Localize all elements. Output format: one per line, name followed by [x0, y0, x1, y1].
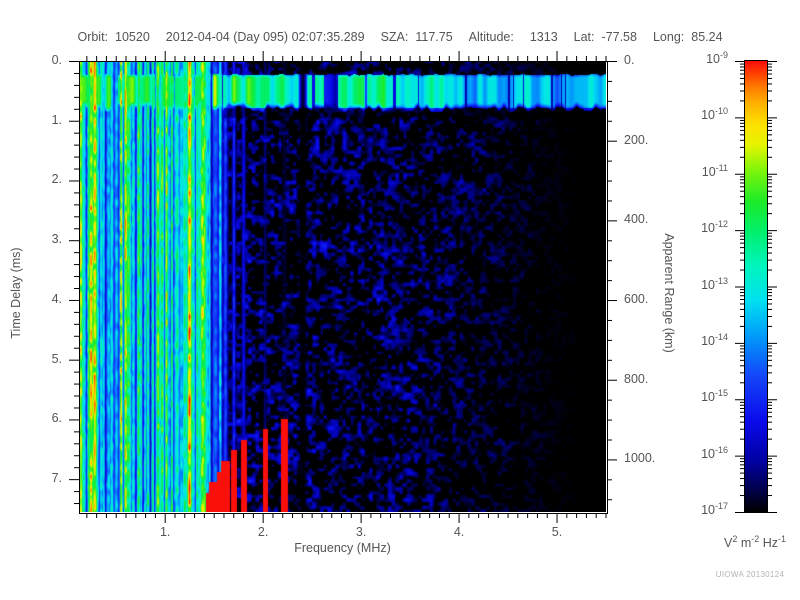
colorbar-tick-exponent: -13	[714, 275, 728, 286]
watermark: UIOWA 20130124	[715, 570, 785, 579]
left-axis-ticks	[69, 61, 79, 505]
colorbar-tick-label: 10-11	[668, 162, 728, 179]
left-tick-label: 1.	[51, 112, 62, 127]
right-axis-ticks	[607, 61, 617, 501]
bottom-axis-title: Frequency (MHz)	[294, 541, 391, 555]
left-tick-label: 5.	[51, 351, 62, 366]
header-altitude-value: 1313	[529, 30, 558, 44]
plot-header: Orbit: 10520 2012-04-04 (Day 095) 02:07:35…	[0, 30, 800, 44]
right-tick-label: 0.	[624, 53, 635, 67]
right-tick-label: 600.	[624, 292, 649, 307]
right-tick-label: 800.	[624, 371, 649, 386]
header-datetime: 2012-04-04 (Day 095) 02:07:35.289	[165, 30, 365, 44]
colorbar-tick-mantissa: 10	[701, 108, 715, 123]
colorbar-tick-exponent: -14	[714, 331, 728, 342]
right-tick-label: 1000.	[624, 451, 656, 466]
colorbar-right-ticks	[767, 61, 777, 513]
colorbar-gradient	[745, 61, 767, 512]
colorbar-tick-mantissa: 10	[701, 390, 715, 405]
ionogram-plot-area	[79, 61, 606, 512]
colorbar-tick-label: 10-10	[668, 106, 728, 123]
colorbar-unit-v: V	[723, 536, 733, 550]
header-sza-label: SZA:	[380, 30, 409, 44]
colorbar-left-ticks	[735, 61, 745, 513]
colorbar-tick-exponent: -10	[714, 106, 728, 117]
right-tick-label: 200.	[624, 132, 649, 147]
colorbar-tick-exponent: -17	[714, 500, 728, 511]
left-tick-label: 6.	[51, 411, 62, 426]
colorbar-unit-m-exp: -2	[751, 533, 760, 544]
header-long-label: Long:	[652, 30, 685, 44]
left-tick-label: 4.	[51, 291, 62, 306]
colorbar-tick-label: 10-13	[668, 275, 728, 292]
colorbar-tick-exponent: -11	[715, 162, 728, 173]
colorbar-unit-m: m	[737, 536, 752, 550]
left-tick-label: 0.	[51, 53, 62, 67]
colorbar-tick-label: 10-14	[668, 331, 728, 348]
colorbar	[745, 61, 767, 512]
right-tick-label: 400.	[624, 212, 649, 227]
colorbar-tick-mantissa: 10	[701, 446, 715, 461]
ionogram-heatmap-canvas	[79, 61, 606, 512]
colorbar-unit-hz-exp: -1	[778, 533, 787, 544]
colorbar-tick-mantissa: 10	[701, 277, 715, 292]
left-tick-label: 2.	[51, 172, 62, 187]
colorbar-tick-label: 10-15	[668, 388, 728, 405]
colorbar-unit-label: V2 m-2 Hz-1	[695, 533, 800, 550]
colorbar-tick-label: 10-17	[668, 500, 728, 517]
top-axis-ticks	[86, 51, 607, 61]
header-altitude-label: Altitude:	[468, 30, 514, 44]
colorbar-tick-exponent: -9	[719, 49, 728, 60]
header-lat-value: -77.58	[601, 30, 637, 44]
colorbar-tick-label: 10-12	[668, 218, 728, 236]
bottom-tick-label: 3.	[355, 525, 367, 539]
colorbar-unit-v-exp: 2	[732, 533, 738, 544]
colorbar-tick-label: 10-9	[668, 49, 728, 66]
colorbar-tick-exponent: -16	[714, 444, 728, 455]
colorbar-tick-mantissa: 10	[701, 164, 716, 179]
header-orbit-value: 10520	[115, 30, 150, 44]
left-tick-label: 7.	[51, 471, 62, 486]
header-orbit-label: Orbit:	[77, 30, 109, 44]
colorbar-tick-mantissa: 10	[701, 221, 715, 236]
header-sza-value: 117.75	[415, 30, 453, 44]
colorbar-tick-exponent: -12	[714, 218, 728, 229]
colorbar-tick-label: 10-16	[668, 444, 728, 461]
header-long-value: 85.24	[691, 30, 723, 44]
colorbar-tick-mantissa: 10	[701, 503, 715, 517]
colorbar-tick-mantissa: 10	[701, 333, 715, 348]
colorbar-tick-exponent: -15	[714, 388, 728, 399]
left-tick-label: 3.	[51, 232, 62, 247]
bottom-tick-label: 5.	[551, 525, 563, 539]
bottom-tick-label: 2.	[257, 525, 269, 539]
colorbar-unit-hz: Hz	[759, 536, 778, 550]
colorbar-tick-mantissa: 10	[706, 52, 720, 66]
bottom-tick-label: 4.	[453, 525, 465, 539]
header-lat-label: Lat:	[573, 30, 595, 44]
bottom-tick-label: 1.	[159, 525, 171, 539]
